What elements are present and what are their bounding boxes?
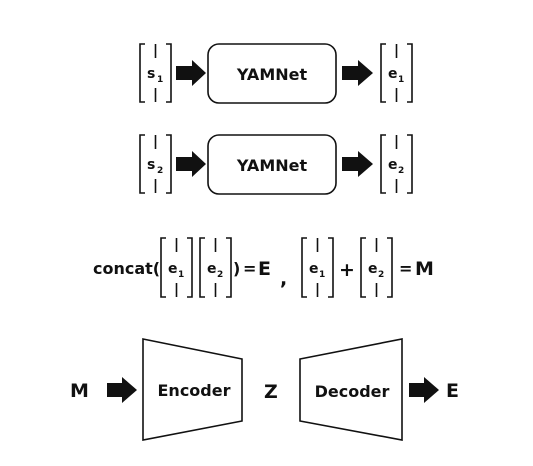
concat-vector-e2: e 2 [199,237,232,298]
result-E: E [258,258,271,280]
vector-bracket-left [199,237,205,298]
vector-bracket-left [301,237,307,298]
vector-bracket-right [328,237,334,298]
vector-subscript: 1 [319,270,325,280]
arrow-right-icon [342,151,373,177]
vector-bracket-left [360,237,366,298]
vector-bracket-right [166,43,172,103]
result-M: M [415,258,434,280]
vector-subscript: 2 [398,166,404,176]
vector-subscript: 2 [157,166,163,176]
vector-subscript: 1 [178,270,184,280]
vector-bracket-right [187,237,193,298]
vector-bracket-left [139,43,145,103]
sum-vector-e2: e 2 [360,237,393,298]
vector-letter: e [388,157,398,173]
row-4: M Encoder Z Decoder E [70,338,459,441]
vector-bracket-left [380,134,386,194]
row-1: s 1 YAMNet e 1 [139,43,413,104]
vector-letter: s [147,66,155,82]
output-E: E [446,380,459,402]
decoder-label: Decoder [315,382,390,401]
vector-bracket-right [226,237,232,298]
plus-sign: + [339,259,355,281]
vector-bracket-left [139,134,145,194]
vector-bracket-left [380,43,386,103]
vector-subscript: 1 [157,75,163,85]
encoder-label: Encoder [158,381,231,400]
separator-comma: , [280,268,287,290]
vector-bracket-right [407,134,413,194]
vector-letter: s [147,157,155,173]
arrow-right-icon [176,151,206,177]
decoder-trapezoid [299,338,403,441]
vector-subscript: 2 [217,270,223,280]
vector-e2: e 2 [380,134,413,194]
yamnet-label-1: YAMNet [236,65,308,84]
vector-letter: e [168,261,178,277]
sum-vector-e1: e 1 [301,237,334,298]
arrow-right-icon [409,377,439,403]
concat-label: concat( [93,259,160,278]
vector-e1: e 1 [380,43,413,103]
vector-letter: e [207,261,217,277]
vector-letter: e [388,66,398,82]
arrow-right-icon [107,377,137,403]
row-3: concat( e 1 e 2 ) = E , e 1 [93,237,434,298]
arrow-right-icon [342,60,373,86]
row-2: s 2 YAMNet e 2 [139,134,413,195]
yamnet-box-2 [207,134,337,195]
vector-s2: s 2 [139,134,172,194]
concat-vector-e1: e 1 [160,237,193,298]
yamnet-label-2: YAMNet [236,156,308,175]
concat-close-paren: ) [233,259,240,278]
vector-bracket-right [166,134,172,194]
vector-bracket-left [160,237,166,298]
equals-sign-1: = [243,259,256,278]
vector-bracket-right [407,43,413,103]
input-M: M [70,380,89,402]
arrow-right-icon [176,60,206,86]
vector-subscript: 1 [398,75,404,85]
yamnet-box-1 [207,43,337,104]
vector-letter: e [368,261,378,277]
equals-sign-2: = [399,259,412,278]
vector-subscript: 2 [378,270,384,280]
vector-s1: s 1 [139,43,172,103]
vector-bracket-right [387,237,393,298]
vector-letter: e [309,261,319,277]
encoder-trapezoid [142,338,243,441]
latent-Z: Z [264,381,278,403]
